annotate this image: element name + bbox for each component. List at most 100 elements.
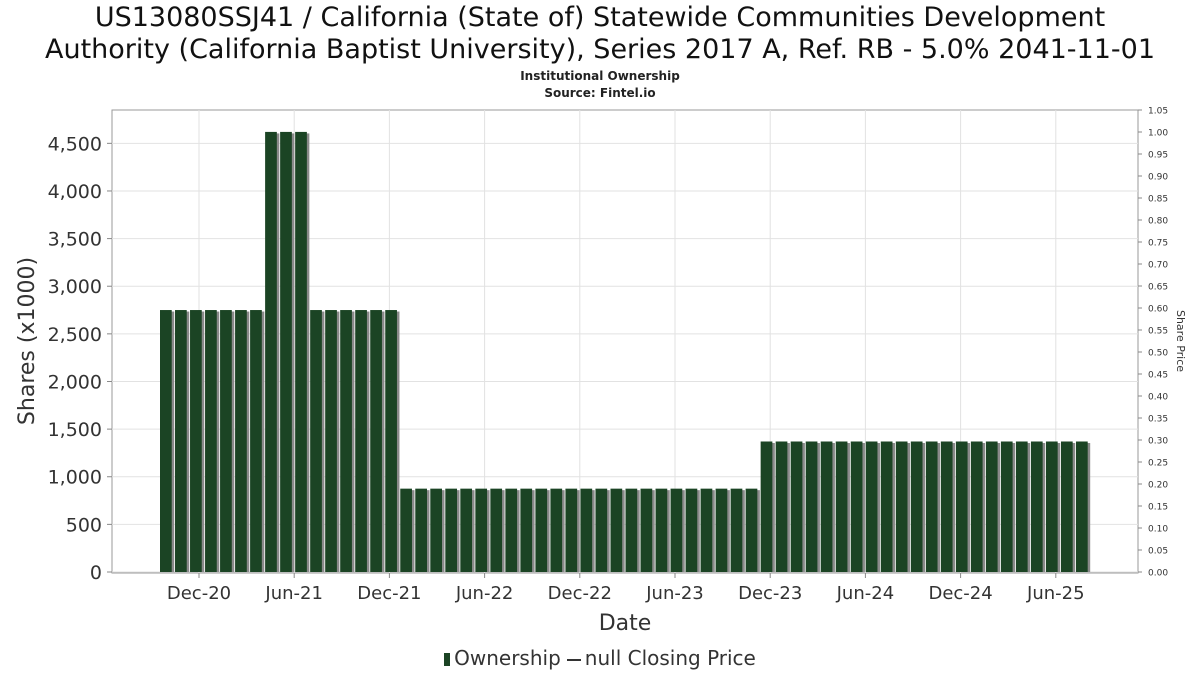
bar	[1045, 441, 1058, 572]
bar	[520, 488, 533, 572]
bar	[655, 488, 668, 572]
legend-ownership-label: Ownership	[454, 646, 561, 670]
bar	[535, 488, 548, 572]
x-tick-label: Jun-25	[1026, 583, 1085, 604]
bar	[1030, 441, 1043, 572]
bar	[220, 310, 232, 572]
chart-title-line-1: US13080SSJ41 / California (State of) Sta…	[94, 2, 1106, 33]
chart-source: Source: Fintel.io	[544, 86, 656, 100]
bar	[610, 488, 623, 572]
x-axis-label: Date	[599, 611, 652, 636]
x-tick-label: Jun-23	[645, 583, 704, 604]
y-tick-label: 1,000	[48, 467, 102, 489]
bar	[700, 488, 713, 572]
bar	[505, 488, 518, 572]
y2-tick-label: 1.00	[1148, 129, 1168, 139]
bars-group	[160, 131, 1091, 572]
bar	[190, 310, 202, 572]
x-tick-label: Jun-22	[455, 583, 514, 604]
bar	[865, 441, 878, 572]
y-tick-label: 1,500	[48, 419, 102, 441]
bar	[445, 488, 458, 572]
legend-price-label: null Closing Price	[584, 646, 756, 670]
y2-tick-label: 0.95	[1148, 151, 1168, 161]
x-tick-label: Dec-23	[738, 583, 802, 604]
y-tick-label: 2,500	[48, 324, 102, 346]
legend: Ownership null Closing Price	[0, 646, 1200, 670]
bar	[970, 441, 983, 572]
y2-tick-label: 0.20	[1148, 481, 1168, 491]
bar	[1000, 441, 1013, 572]
y2-tick-label: 0.25	[1148, 459, 1168, 469]
bar	[250, 310, 262, 572]
bar	[805, 441, 818, 572]
bar	[295, 131, 307, 572]
bar	[670, 488, 683, 572]
x-tick-label: Dec-20	[167, 583, 231, 604]
bar	[1075, 441, 1088, 572]
bar	[820, 441, 833, 572]
y-tick-label: 3,000	[48, 276, 102, 298]
y-tick-label: 4,500	[48, 133, 102, 155]
y2-tick-label: 0.05	[1148, 547, 1168, 557]
y2-tick-label: 0.90	[1148, 173, 1168, 183]
ownership-chart: 0 500 1,000 1,500 2,000 2,500 3,000 3,500 4,000 4…	[15, 107, 1187, 637]
y2-tick-label: 0.60	[1148, 305, 1168, 315]
chart-title-line-2: Authority (California Baptist University…	[45, 34, 1155, 65]
x-tick-label: Dec-21	[357, 583, 421, 604]
y2-tick-label: 1.05	[1148, 107, 1168, 117]
y2-tick-label: 0.80	[1148, 217, 1168, 227]
y2-tick-label: 0.70	[1148, 261, 1168, 271]
bar	[775, 441, 788, 572]
bar	[355, 310, 367, 572]
bar	[385, 310, 397, 572]
legend-ownership-swatch	[444, 653, 451, 666]
bar	[370, 310, 382, 572]
y2-tick-label: 0.85	[1148, 195, 1168, 205]
bar	[640, 488, 653, 572]
y-tick-label: 500	[66, 514, 102, 536]
bar	[340, 310, 352, 572]
bar	[175, 310, 187, 572]
bar	[325, 310, 337, 572]
bar	[625, 488, 638, 572]
bar	[745, 488, 758, 572]
y-tick-label: 0	[90, 562, 102, 584]
bar	[880, 441, 893, 572]
y-tick-label: 3,500	[48, 229, 102, 251]
bar	[955, 441, 968, 572]
bar	[550, 488, 563, 572]
bar	[595, 488, 608, 572]
bar	[1015, 441, 1028, 572]
y2-tick-label: 0.65	[1148, 283, 1168, 293]
bar	[850, 441, 863, 572]
bar	[925, 441, 938, 572]
bar	[415, 488, 427, 572]
x-tick-label: Dec-24	[928, 583, 992, 604]
y2-tick-label: 0.45	[1148, 371, 1168, 381]
y2-tick-label: 0.75	[1148, 239, 1168, 249]
bar	[235, 310, 247, 572]
bar	[490, 488, 503, 572]
bar	[895, 441, 908, 572]
bar	[940, 441, 953, 572]
y2-tick-label: 0.00	[1148, 569, 1168, 579]
x-axis: Dec-20 Jun-21 Dec-21 Jun-22 Dec-22 Jun-23 Dec-…	[167, 573, 1085, 604]
bar	[730, 488, 743, 572]
bar	[460, 488, 473, 572]
y2-tick-label: 0.40	[1148, 393, 1168, 403]
y-axis: 0 500 1,000 1,500 2,000 2,500 3,000 3,500 4,000 4…	[48, 133, 112, 584]
x-tick-label: Jun-21	[264, 583, 323, 604]
bar	[205, 310, 217, 572]
legend-price-line	[566, 658, 581, 661]
chart-subtitle: Institutional Ownership	[520, 69, 680, 83]
bar	[790, 441, 803, 572]
y2-tick-label: 0.30	[1148, 437, 1168, 447]
bar	[835, 441, 848, 572]
bar	[475, 488, 488, 572]
bar	[580, 488, 593, 572]
bar	[160, 310, 172, 572]
y-axis-label: Shares (x1000)	[15, 257, 40, 425]
bar	[760, 441, 773, 572]
x-tick-label: Dec-22	[548, 583, 612, 604]
